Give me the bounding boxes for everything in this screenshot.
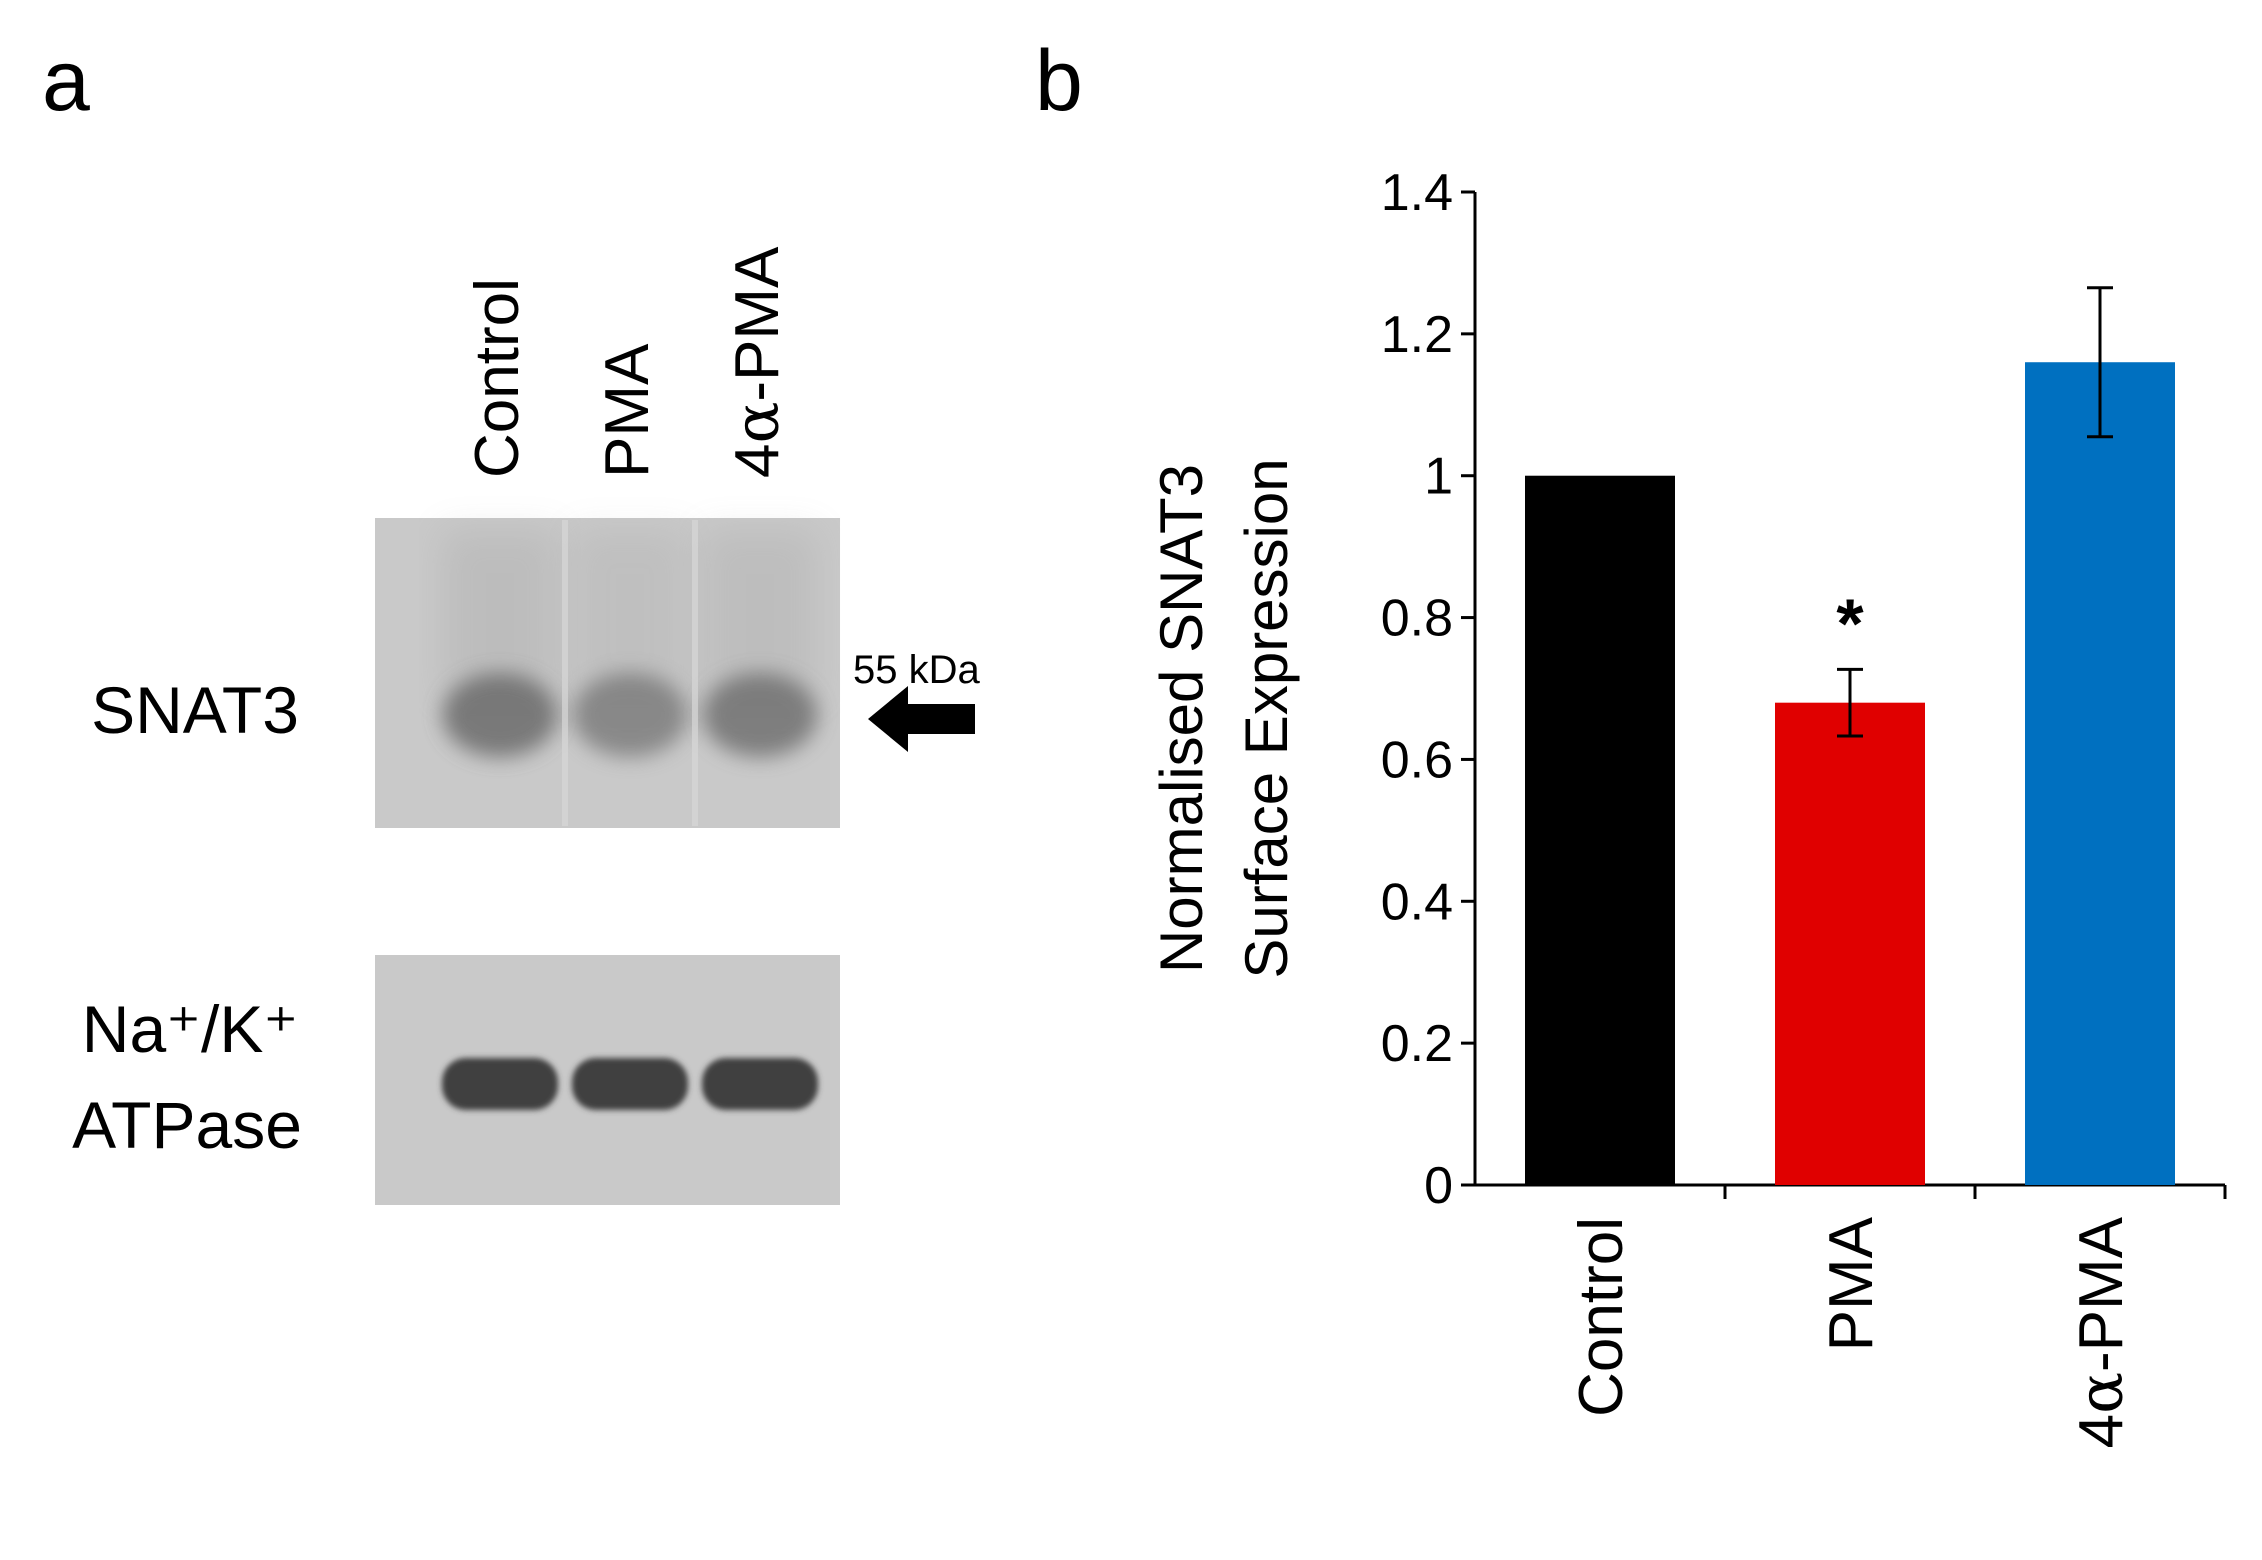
atpase-band-0 (442, 1058, 558, 1110)
row-label-atpase-line1: Na⁺/K⁺ (82, 992, 298, 1066)
x-tick-label-2: 4α-PMA (2064, 1216, 2137, 1448)
y-axis-label-line-0: Normalised SNAT3 (1148, 464, 1215, 973)
y-axis: 0 0.2 0.4 0.6 0.8 1 1.2 1.4 (1381, 164, 1477, 1215)
marker-label: 55 kDa (853, 648, 980, 692)
lane-labels: Control PMA 4α-PMA (463, 246, 793, 478)
x-axis (1475, 1183, 2227, 1199)
bar-chart: 00.20.40.60.811.21.4 * Control PMA4α-PMA … (1148, 164, 2227, 1448)
y-tick-label-0: 0 (1424, 1157, 1453, 1215)
snat3-band-2 (702, 673, 818, 757)
lane-label-1: PMA (593, 343, 662, 478)
bars (1525, 362, 2175, 1185)
snat3-smear-0 (442, 530, 558, 700)
lane-label-2: 4α-PMA (720, 246, 793, 478)
panel-b-letter: b (1035, 33, 1083, 129)
y-tick-label-3: 0.6 (1381, 731, 1453, 789)
y-tick-label-7: 1.4 (1381, 164, 1453, 222)
row-labels: SNAT3 Na⁺/K⁺ ATPase (72, 673, 302, 1162)
blot-images (375, 518, 840, 1205)
row-label-atpase-line2: ATPase (72, 1088, 302, 1162)
snat3-bands (442, 520, 818, 826)
snat3-smear-1 (572, 530, 688, 700)
error-bars (1837, 286, 2113, 738)
x-tick-label-1: PMA (1817, 1216, 1886, 1351)
bar-0 (1525, 475, 1675, 1185)
western-blot-panel: Control PMA 4α-PMA SNAT3 Na⁺/K⁺ ATPase 55 kD… (72, 246, 980, 1205)
arrow-left-icon (868, 686, 975, 752)
snat3-smear-2 (702, 530, 818, 700)
lane-label-0: Control (463, 278, 532, 478)
atpase-bands (442, 1058, 818, 1110)
y-tick-label-6: 1.2 (1381, 306, 1453, 364)
atpase-band-2 (702, 1058, 818, 1110)
x-tick-labels: Control PMA 4α-PMA (1567, 1216, 2137, 1448)
y-tick-label-2: 0.4 (1381, 873, 1453, 931)
snat3-band-1 (572, 673, 688, 757)
y-tick-label-1: 0.2 (1381, 1015, 1453, 1073)
annotations: * (1836, 584, 1864, 662)
y-axis-label-line-1: Surface Expression (1233, 458, 1300, 978)
bar-1 (1775, 702, 1925, 1185)
row-label-snat3: SNAT3 (91, 673, 299, 747)
bar-2 (2025, 362, 2175, 1185)
y-axis-label: Normalised SNAT3 Surface Expression (1148, 458, 1300, 978)
snat3-band-0 (442, 673, 558, 757)
marker-55kda: 55 kDa (853, 648, 980, 752)
atpase-band-1 (572, 1058, 688, 1110)
x-tick-label-0: Control (1567, 1217, 1636, 1417)
y-tick-label-5: 1 (1424, 448, 1453, 506)
significance-marker-1: * (1836, 584, 1864, 662)
panel-a-letter: a (42, 33, 90, 129)
y-tick-label-4: 0.8 (1381, 590, 1453, 648)
